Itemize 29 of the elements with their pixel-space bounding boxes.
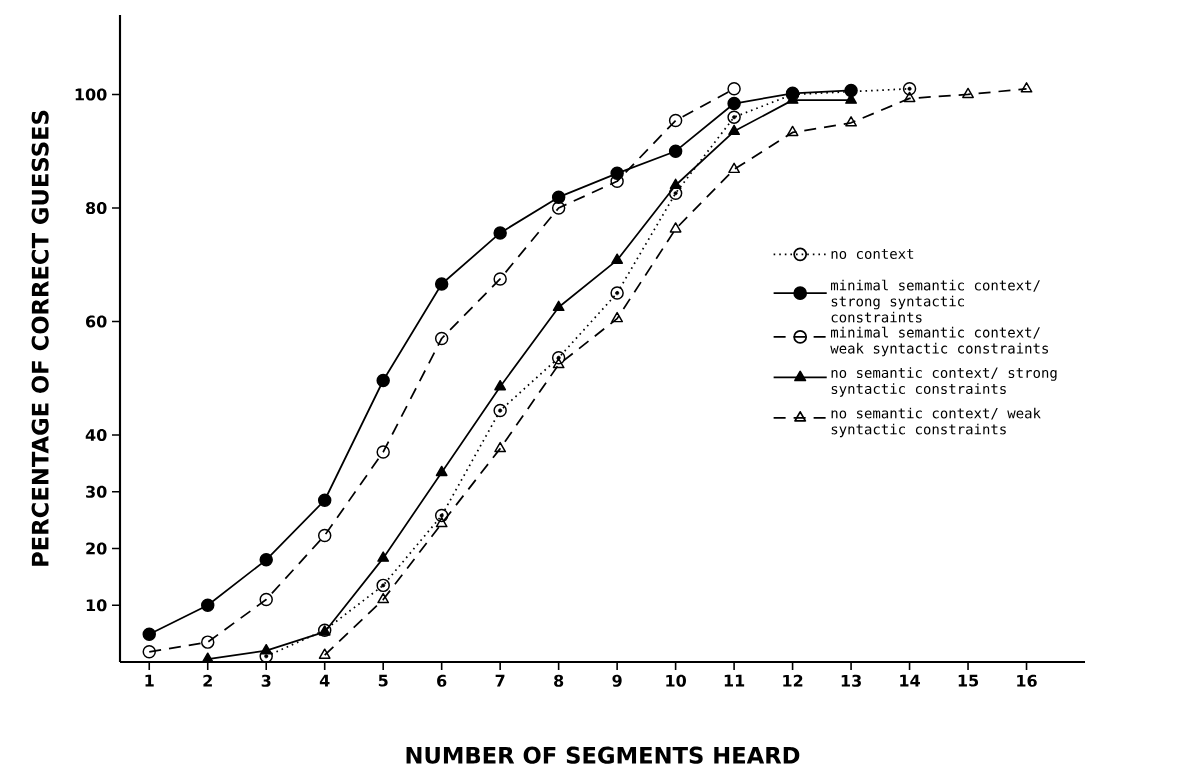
y-tick-label: 20: [86, 542, 107, 555]
legend-label: no context: [831, 248, 914, 259]
y-tick-label: 40: [85, 428, 107, 442]
x-tick-label: 12: [783, 674, 803, 687]
x-tick-label: 8: [554, 674, 564, 687]
x-tick-label: 16: [1017, 674, 1037, 687]
y-axis-title: PERCENTAGE OF CORRECT GUESSES: [31, 110, 49, 566]
x-tick-label: 4: [319, 674, 330, 687]
x-axis-title: NUMBER OF SEGMENTS HEARD: [406, 746, 800, 764]
x-tick-label: 3: [261, 674, 271, 687]
x-tick-label: 14: [900, 674, 920, 687]
x-tick-label: 10: [666, 674, 686, 687]
legend-label: minimal semantic context/ weak syntactic constraints: [830, 326, 1048, 357]
x-tick-label: 7: [495, 674, 505, 687]
x-tick-label: 13: [841, 674, 861, 687]
y-tick-label: 10: [86, 599, 107, 612]
legend-label: no semantic context/ strong syntactic constraints: [831, 367, 1057, 397]
x-tick-label: 15: [958, 674, 979, 687]
y-tick-label: 80: [86, 201, 107, 215]
y-tick-label: 30: [86, 485, 107, 498]
x-tick-label: 5: [378, 674, 388, 687]
x-tick-label: 2: [203, 674, 212, 687]
x-tick-label: 1: [145, 674, 154, 687]
y-tick-label: 60: [86, 315, 107, 328]
x-tick-label: 9: [612, 674, 622, 687]
y-tick-label: 100: [75, 88, 107, 101]
x-tick-label: 6: [437, 674, 447, 687]
legend-label: no semantic context/ weak syntactic constraints: [831, 407, 1041, 438]
x-tick-label: 11: [724, 674, 745, 687]
